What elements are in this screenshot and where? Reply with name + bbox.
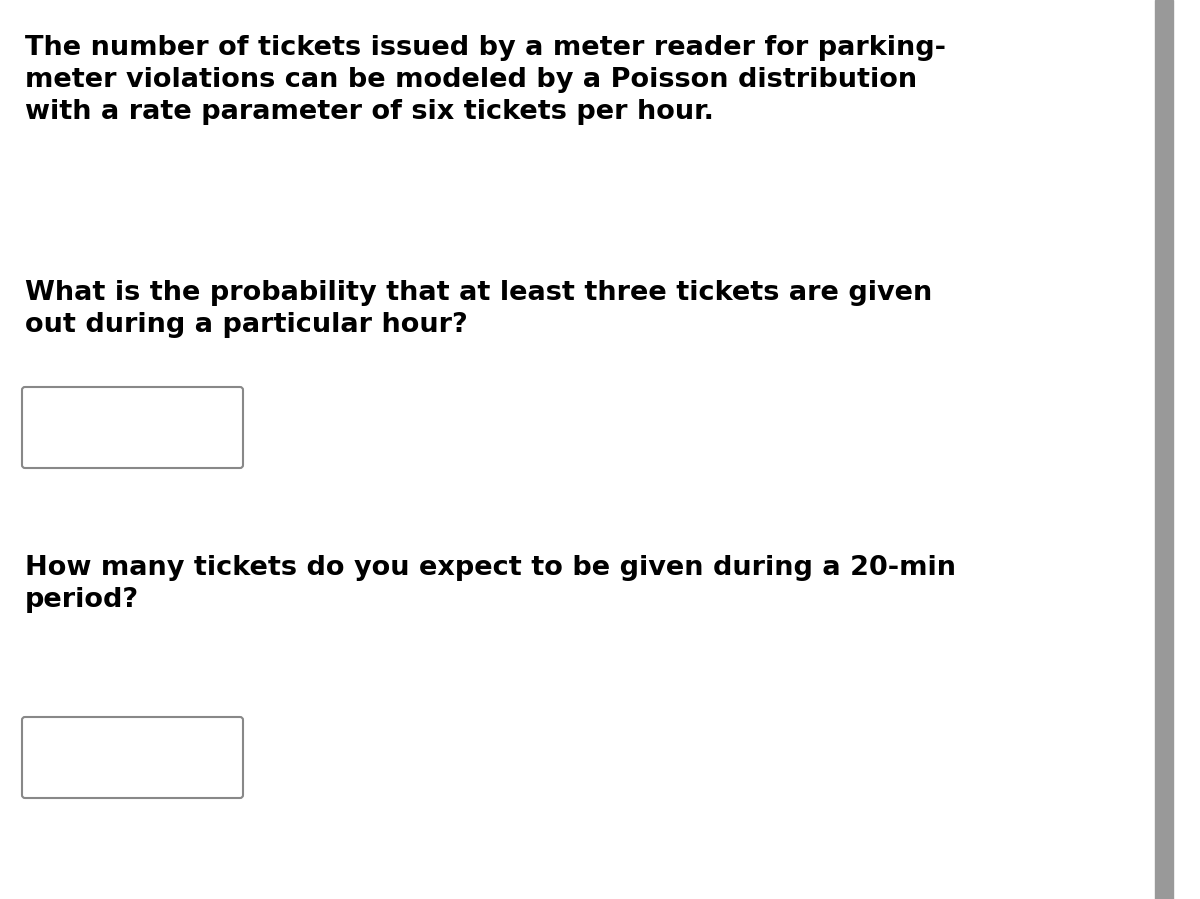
Text: How many tickets do you expect to be given during a 20-min: How many tickets do you expect to be giv… — [25, 555, 956, 581]
FancyBboxPatch shape — [22, 717, 242, 798]
Text: What is the probability that at least three tickets are given: What is the probability that at least th… — [25, 280, 932, 306]
Bar — [1154, 0, 1174, 899]
Text: with a rate parameter of six tickets per hour.: with a rate parameter of six tickets per… — [25, 99, 714, 125]
Text: The number of tickets issued by a meter reader for parking-: The number of tickets issued by a meter … — [25, 35, 946, 61]
Text: out during a particular hour?: out during a particular hour? — [25, 312, 468, 338]
Text: meter violations can be modeled by a Poisson distribution: meter violations can be modeled by a Poi… — [25, 67, 917, 93]
FancyBboxPatch shape — [22, 387, 242, 468]
Text: period?: period? — [25, 587, 139, 613]
